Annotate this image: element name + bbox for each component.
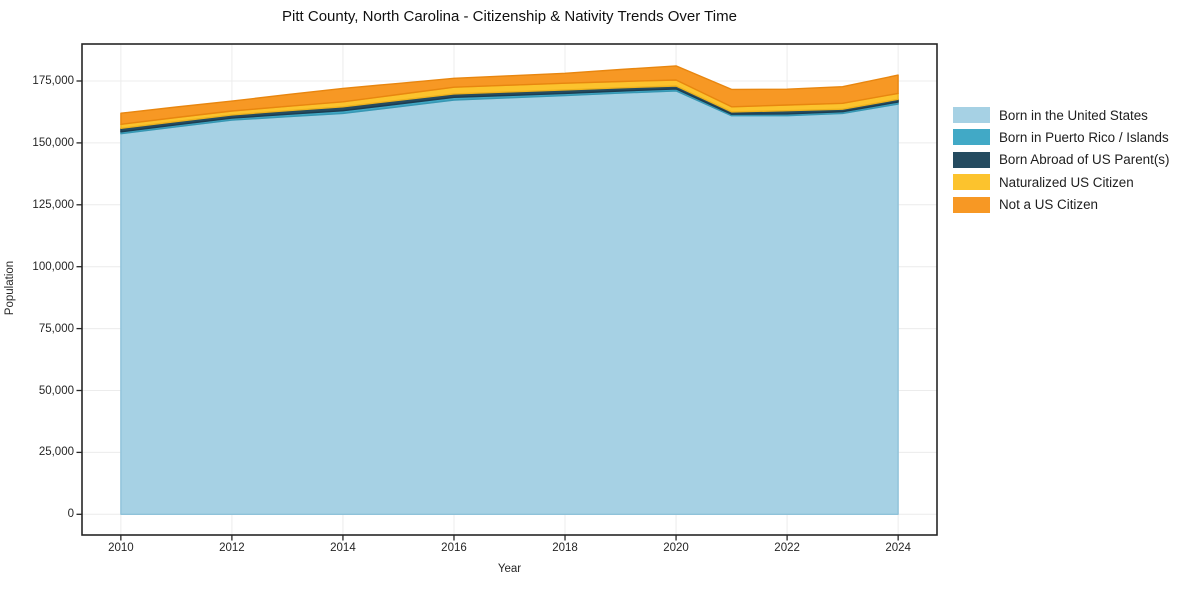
y-tick-label: 25,000 — [38, 446, 74, 459]
legend-swatch — [953, 174, 990, 191]
area-series-4 — [120, 65, 899, 125]
x-axis-label: Year — [497, 563, 522, 575]
legend-item-0: Born in the United States — [953, 107, 1169, 123]
area-series-0 — [120, 90, 899, 515]
legend-label: Born Abroad of US Parent(s) — [999, 152, 1170, 168]
y-tick-label: 175,000 — [32, 75, 74, 87]
plot-border — [81, 43, 938, 536]
chart-title: Pitt County, North Carolina - Citizenshi… — [282, 8, 737, 25]
x-tick-label: 2024 — [885, 542, 911, 554]
x-tick-label: 2020 — [663, 542, 689, 554]
legend-label: Born in the United States — [999, 107, 1148, 123]
legend-item-2: Born Abroad of US Parent(s) — [953, 151, 1170, 168]
legend: Born in the United States Born in Puerto … — [953, 107, 1169, 219]
y-tick-label: 50,000 — [38, 384, 74, 397]
legend-item-4: Not a US Citizen — [953, 196, 1169, 213]
legend-item-1: Born in Puerto Rico / Islands — [953, 129, 1169, 146]
x-tick-label: 2018 — [552, 542, 578, 554]
legend-label: Born in Puerto Rico / Islands — [999, 129, 1169, 145]
y-tick-label: 150,000 — [32, 136, 74, 149]
y-axis-label: Population — [4, 260, 16, 316]
legend-swatch — [953, 129, 990, 146]
legend-label: Not a US Citizen — [999, 197, 1098, 213]
legend-item-3: Naturalized US Citizen — [953, 174, 1169, 191]
x-tick-label: 2012 — [219, 542, 245, 554]
legend-swatch — [953, 151, 990, 168]
x-tick-label: 2014 — [330, 542, 356, 554]
legend-swatch — [953, 196, 990, 213]
y-tick-label: 75,000 — [38, 322, 74, 335]
x-tick-label: 2022 — [774, 542, 800, 554]
legend-label: Naturalized US Citizen — [999, 174, 1134, 190]
y-tick-label: 0 — [67, 508, 74, 521]
y-tick-label: 125,000 — [32, 198, 74, 211]
x-tick-label: 2016 — [441, 542, 467, 554]
legend-swatch — [953, 107, 990, 123]
x-tick-label: 2010 — [108, 542, 134, 554]
y-tick-label: 100,000 — [32, 260, 74, 273]
